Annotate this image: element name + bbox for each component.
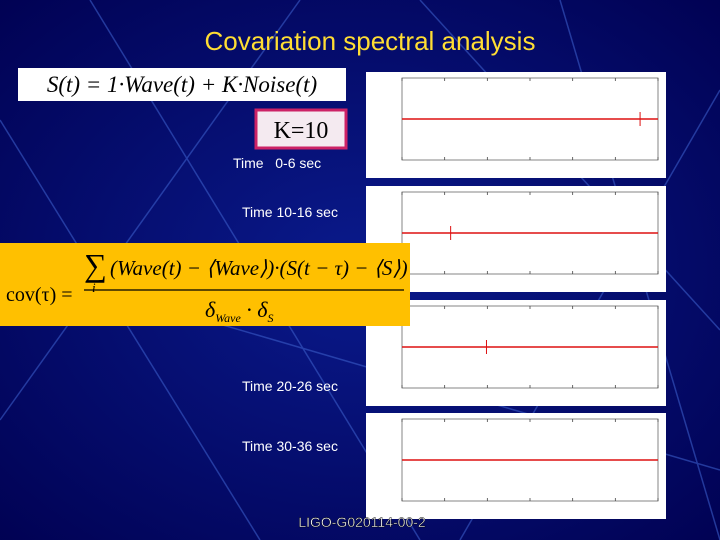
plot-panel (366, 186, 666, 292)
plot-background (366, 186, 666, 292)
numerator: (Wave(t) − ⟨Wave⟩)·(S(t − τ) − ⟨S⟩) (110, 256, 408, 280)
signal-formula: S(t) = 1·Wave(t) + K·Noise(t) (47, 72, 317, 97)
plot-panel (366, 413, 666, 519)
delta: δ (205, 297, 216, 322)
k-box (254, 108, 348, 150)
sum-index: i (92, 280, 96, 295)
delta: δ (257, 297, 268, 322)
dot: · (241, 297, 258, 322)
plot-panel (366, 300, 666, 406)
slide-title: Covariation spectral analysis (205, 26, 536, 56)
plot-background (366, 72, 666, 178)
plots (366, 72, 666, 519)
time-label: Time 10-16 sec (242, 204, 338, 220)
cov-lhs: cov(τ) = (6, 284, 73, 306)
plot-background (366, 413, 666, 519)
cov-formula: cov(τ) = ∑ i (Wave(t) − ⟨Wave⟩)·(S(t − τ… (6, 247, 408, 325)
denominator: δWave · δS (205, 297, 274, 325)
time-label: Time 0-6 sec (233, 155, 321, 171)
cov-formula-box (0, 243, 410, 326)
formula-box (18, 68, 346, 101)
plot-background (366, 300, 666, 406)
sum-sign: ∑ (84, 247, 107, 283)
wave-subscript: Wave (215, 311, 241, 325)
footer: LIGO-G020114-00-2 (298, 514, 426, 530)
time-label: Time 30-36 sec (242, 438, 338, 454)
k-label: K=10 (274, 118, 329, 144)
plot-panel (366, 72, 666, 178)
s-subscript: S (268, 311, 274, 325)
time-label: Time 20-26 sec (242, 378, 338, 394)
